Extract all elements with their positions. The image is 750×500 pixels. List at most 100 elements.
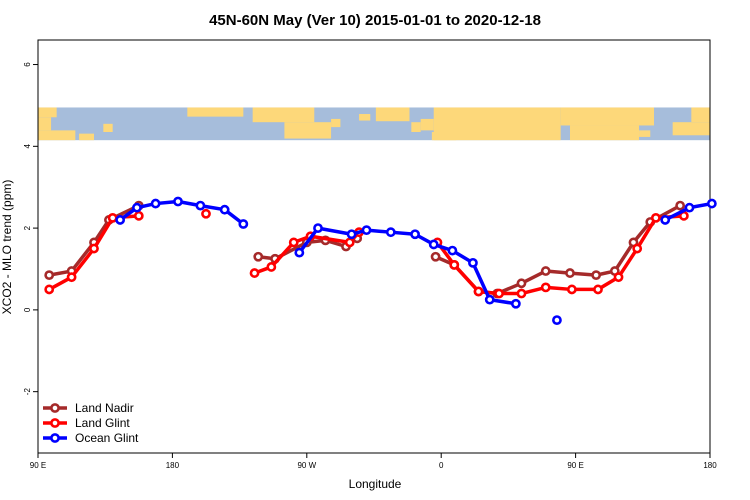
map-land bbox=[252, 107, 315, 123]
map-land bbox=[433, 107, 561, 141]
data-point bbox=[410, 229, 420, 240]
data-point bbox=[540, 282, 551, 293]
world-map-band bbox=[38, 107, 710, 141]
data-point bbox=[238, 219, 249, 229]
plot-frame bbox=[37, 39, 711, 454]
chart-title: 45N-60N May (Ver 10) 2015-01-01 to 2020-… bbox=[209, 12, 541, 29]
data-point bbox=[591, 270, 602, 281]
data-point bbox=[540, 266, 551, 276]
y-tick-label: 6 bbox=[23, 62, 32, 67]
data-point bbox=[249, 268, 260, 278]
data-point bbox=[473, 286, 484, 297]
data-point bbox=[675, 200, 686, 211]
data-point bbox=[253, 251, 264, 262]
data-point bbox=[650, 212, 661, 223]
data-point bbox=[593, 284, 603, 295]
x-tick-label: 90 E bbox=[30, 461, 46, 470]
map-land bbox=[420, 118, 434, 131]
data-point bbox=[294, 247, 305, 258]
series-line bbox=[433, 203, 682, 296]
map-land bbox=[38, 130, 76, 141]
x-tick-label: 180 bbox=[703, 461, 717, 470]
map-land bbox=[672, 122, 710, 136]
data-point bbox=[313, 223, 323, 233]
data-point bbox=[430, 251, 441, 262]
series-layer bbox=[44, 196, 717, 326]
x-axis-label: Longitude bbox=[349, 477, 402, 491]
data-point bbox=[516, 278, 527, 289]
data-point bbox=[173, 196, 183, 207]
map-land bbox=[359, 114, 371, 121]
map-land bbox=[570, 125, 640, 141]
data-point bbox=[447, 245, 458, 256]
legend-label: Land Glint bbox=[75, 416, 130, 430]
data-point bbox=[66, 272, 77, 283]
data-point bbox=[632, 243, 643, 254]
map-land bbox=[375, 107, 410, 122]
data-point bbox=[150, 198, 161, 209]
data-point bbox=[288, 237, 299, 248]
y-tick-label: 4 bbox=[23, 144, 32, 149]
data-point bbox=[660, 215, 671, 225]
map-land bbox=[79, 133, 94, 141]
data-point bbox=[115, 215, 126, 225]
series-line bbox=[435, 214, 686, 296]
data-point bbox=[706, 198, 717, 209]
map-land bbox=[691, 107, 710, 123]
data-point bbox=[132, 202, 142, 213]
map-land bbox=[38, 117, 52, 131]
map-land bbox=[284, 122, 332, 139]
y-tick-label: 0 bbox=[23, 307, 32, 312]
map-land bbox=[103, 123, 113, 133]
x-tick-label: 180 bbox=[166, 461, 180, 470]
map-land bbox=[639, 130, 651, 137]
data-point bbox=[107, 212, 118, 223]
x-tick-label: 90 W bbox=[297, 461, 316, 470]
legend-marker bbox=[50, 433, 60, 443]
data-point bbox=[428, 239, 439, 250]
data-point bbox=[566, 284, 577, 295]
map-land bbox=[560, 107, 654, 126]
data-point bbox=[361, 225, 372, 236]
data-point bbox=[552, 315, 562, 326]
data-point bbox=[516, 288, 527, 299]
data-point bbox=[44, 284, 55, 295]
data-point bbox=[510, 298, 521, 309]
x-axis: 90 E 180 90 W 0 90 E 180 bbox=[30, 453, 717, 470]
data-point bbox=[266, 262, 277, 272]
data-point bbox=[684, 202, 695, 213]
data-point bbox=[385, 227, 396, 238]
data-point bbox=[484, 294, 495, 305]
data-point bbox=[346, 229, 357, 240]
data-point bbox=[89, 243, 99, 254]
data-point bbox=[195, 200, 206, 211]
x-tick-label: 90 E bbox=[567, 461, 583, 470]
data-point bbox=[565, 268, 575, 278]
legend-label: Land Nadir bbox=[75, 401, 134, 415]
y-axis: -2 0 2 4 6 bbox=[23, 62, 38, 395]
series-land-glint bbox=[44, 208, 689, 299]
data-point bbox=[133, 210, 144, 221]
map-land bbox=[331, 118, 341, 128]
legend-label: Ocean Glint bbox=[75, 431, 139, 445]
map-land bbox=[187, 107, 244, 117]
data-point bbox=[201, 208, 211, 219]
x-tick-label: 0 bbox=[439, 461, 444, 470]
data-point bbox=[494, 288, 504, 299]
y-tick-label: 2 bbox=[23, 225, 32, 230]
y-tick-label: -2 bbox=[23, 388, 32, 396]
data-point bbox=[613, 272, 624, 283]
map-land bbox=[411, 122, 421, 133]
legend-marker bbox=[50, 418, 60, 428]
map-land bbox=[38, 107, 57, 118]
data-point bbox=[449, 260, 460, 270]
series-ocean-glint bbox=[115, 196, 717, 326]
data-point bbox=[44, 270, 55, 281]
data-point bbox=[468, 257, 478, 268]
legend-marker bbox=[50, 403, 60, 413]
y-axis-label: XCO2 - MLO trend (ppm) bbox=[0, 180, 14, 315]
data-point bbox=[219, 204, 230, 215]
data-point bbox=[344, 237, 355, 248]
